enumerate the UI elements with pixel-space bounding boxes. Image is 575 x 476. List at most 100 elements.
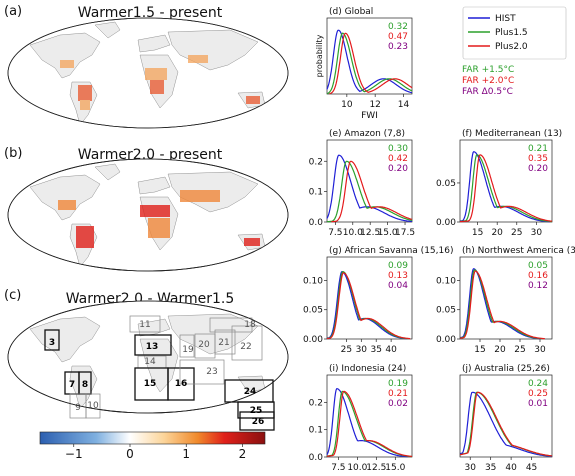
legend-entries: HIST Plus1.5 Plus2.0 [468, 14, 528, 52]
x-tick-label: 30 [534, 345, 546, 355]
x-tick-label: 15.0 [378, 228, 398, 238]
plot-frame [326, 256, 413, 340]
region-boxes [44, 315, 275, 431]
region-label: 20 [198, 340, 210, 350]
x-tick-label: 15 [472, 228, 483, 238]
series-line [331, 160, 413, 223]
fwi-change-a [60, 55, 260, 110]
map-title-a: Warmer1.5 - present [78, 5, 223, 21]
x-tick-label: 30 [356, 345, 368, 355]
region-label: 24 [244, 387, 257, 397]
far-value: 0.01 [528, 399, 548, 409]
series-line [326, 32, 413, 95]
panel-title: (e) Amazon (7,8) [329, 129, 405, 139]
far-legend-label: FAR +1.5°C [462, 65, 514, 75]
y-tick-label: 0.05 [436, 306, 456, 316]
panel-title: (i) Indonesia (24) [329, 364, 406, 374]
panel-letter-a: (a) [4, 4, 22, 19]
panel-title: (f) Mediterranean (13) [462, 129, 562, 139]
colorbar-tick-label: 2 [239, 447, 247, 461]
far-value: 0.05 [528, 261, 548, 271]
region-label: 25 [250, 406, 263, 416]
x-tick-label: 10.0 [343, 228, 363, 238]
y-tick-label: 0.00 [303, 335, 323, 345]
far-value: 0.24 [528, 379, 548, 389]
x-tick-label: 7.5 [328, 228, 342, 238]
pdf-panel: (d) Global 10 12 14 FWI probability 0.320.470.… [315, 7, 413, 121]
y-tick-label: 0.00 [436, 218, 456, 228]
series-line [326, 29, 413, 94]
colorbar-tick-label: −1 [65, 447, 83, 461]
series-line [459, 270, 545, 340]
far-legend-label: FAR +2.0°C [462, 76, 514, 86]
region-label: 18 [244, 320, 256, 330]
x-tick-label: 15.0 [385, 463, 405, 473]
far-value: 0.20 [388, 164, 408, 174]
x-tick-label: 12.5 [366, 463, 386, 473]
plot-frame [459, 374, 553, 458]
far-value: 0.04 [388, 281, 408, 291]
y-tick-label: 0.2 [309, 398, 323, 408]
y-tick-label: 0.10 [303, 276, 323, 286]
far-value: 0.42 [388, 154, 408, 164]
far-value: 0.12 [528, 281, 548, 291]
far-value: 0.09 [388, 261, 408, 271]
series-line [459, 154, 553, 223]
region-label: 13 [146, 342, 159, 352]
series-line [327, 272, 411, 340]
plot-frame [459, 139, 553, 223]
colorbar: −1 0 1 2 [39, 431, 266, 461]
y-tick-label: 0.2 [309, 157, 323, 167]
y-tick-label: 0.1 [309, 188, 323, 198]
series-line [326, 388, 408, 458]
region-label: 16 [175, 379, 188, 389]
y-tick-label: 0.0 [309, 453, 324, 463]
x-tick-label: 17.5 [395, 228, 415, 238]
pdf-panel: (f) Mediterranean (13) 15 20 25 30 0.00 0.05 0.… [436, 129, 562, 238]
legend-label: Plus2.0 [495, 42, 528, 52]
plot-frame [326, 139, 413, 223]
pdf-panel: (i) Indonesia (24) 7.5 10.012.515.0 0.0 0.1 0… [309, 364, 413, 473]
far-value: 0.47 [388, 32, 408, 42]
far-value: 0.02 [388, 399, 408, 409]
map-panel-a: (a) Warmer1.5 - present [4, 4, 289, 129]
legend-label: Plus1.5 [495, 28, 528, 38]
region-label: 26 [252, 417, 265, 427]
region-label: 19 [182, 345, 194, 355]
panel-title: (j) Australia (25,26) [462, 364, 550, 374]
map-panel-c: (c) Warmer2.0 - Warmer1.5 [4, 288, 289, 431]
region-label: 10 [87, 401, 99, 411]
x-tick-label: 7.5 [331, 463, 345, 473]
x-tick-label: 35 [370, 345, 381, 355]
region-labels: 3 7 8 9 10 11 13 14 15 16 18 19 20 21 22… [49, 320, 264, 427]
legend-label: HIST [495, 14, 516, 24]
far-value: 0.13 [388, 271, 408, 281]
far-value: 0.25 [528, 389, 548, 399]
y-tick-label: 0.00 [436, 335, 456, 345]
y-tick-label: 0.1 [309, 426, 323, 436]
x-tick-label: 25 [511, 228, 522, 238]
x-tick-label: 40 [385, 345, 397, 355]
x-tick-label: 14 [398, 100, 410, 110]
map-panel-b: (b) Warmer2.0 - present [4, 146, 289, 272]
series-line [326, 160, 413, 223]
y-tick-label: 0.05 [436, 179, 456, 189]
region-label: 8 [82, 380, 88, 390]
y-axis-label: probability [315, 34, 324, 77]
colorbar-gradient [39, 431, 266, 445]
series-line [459, 391, 553, 457]
far-value: 0.16 [528, 271, 548, 281]
region-label: 9 [75, 403, 81, 413]
pdf-panel: (j) Australia (25,26) 30 35 40 45 0.240.250.0… [459, 364, 553, 473]
series-line [326, 390, 412, 457]
panel-letter-b: (b) [4, 146, 22, 161]
x-tick-label: 30 [464, 463, 476, 473]
far-value: 0.30 [388, 144, 408, 154]
far-value: 0.19 [388, 379, 408, 389]
x-tick-label: 10.0 [347, 463, 367, 473]
far-legend-label: FAR Δ0.5°C [462, 87, 513, 97]
x-tick-label: 35 [485, 463, 496, 473]
